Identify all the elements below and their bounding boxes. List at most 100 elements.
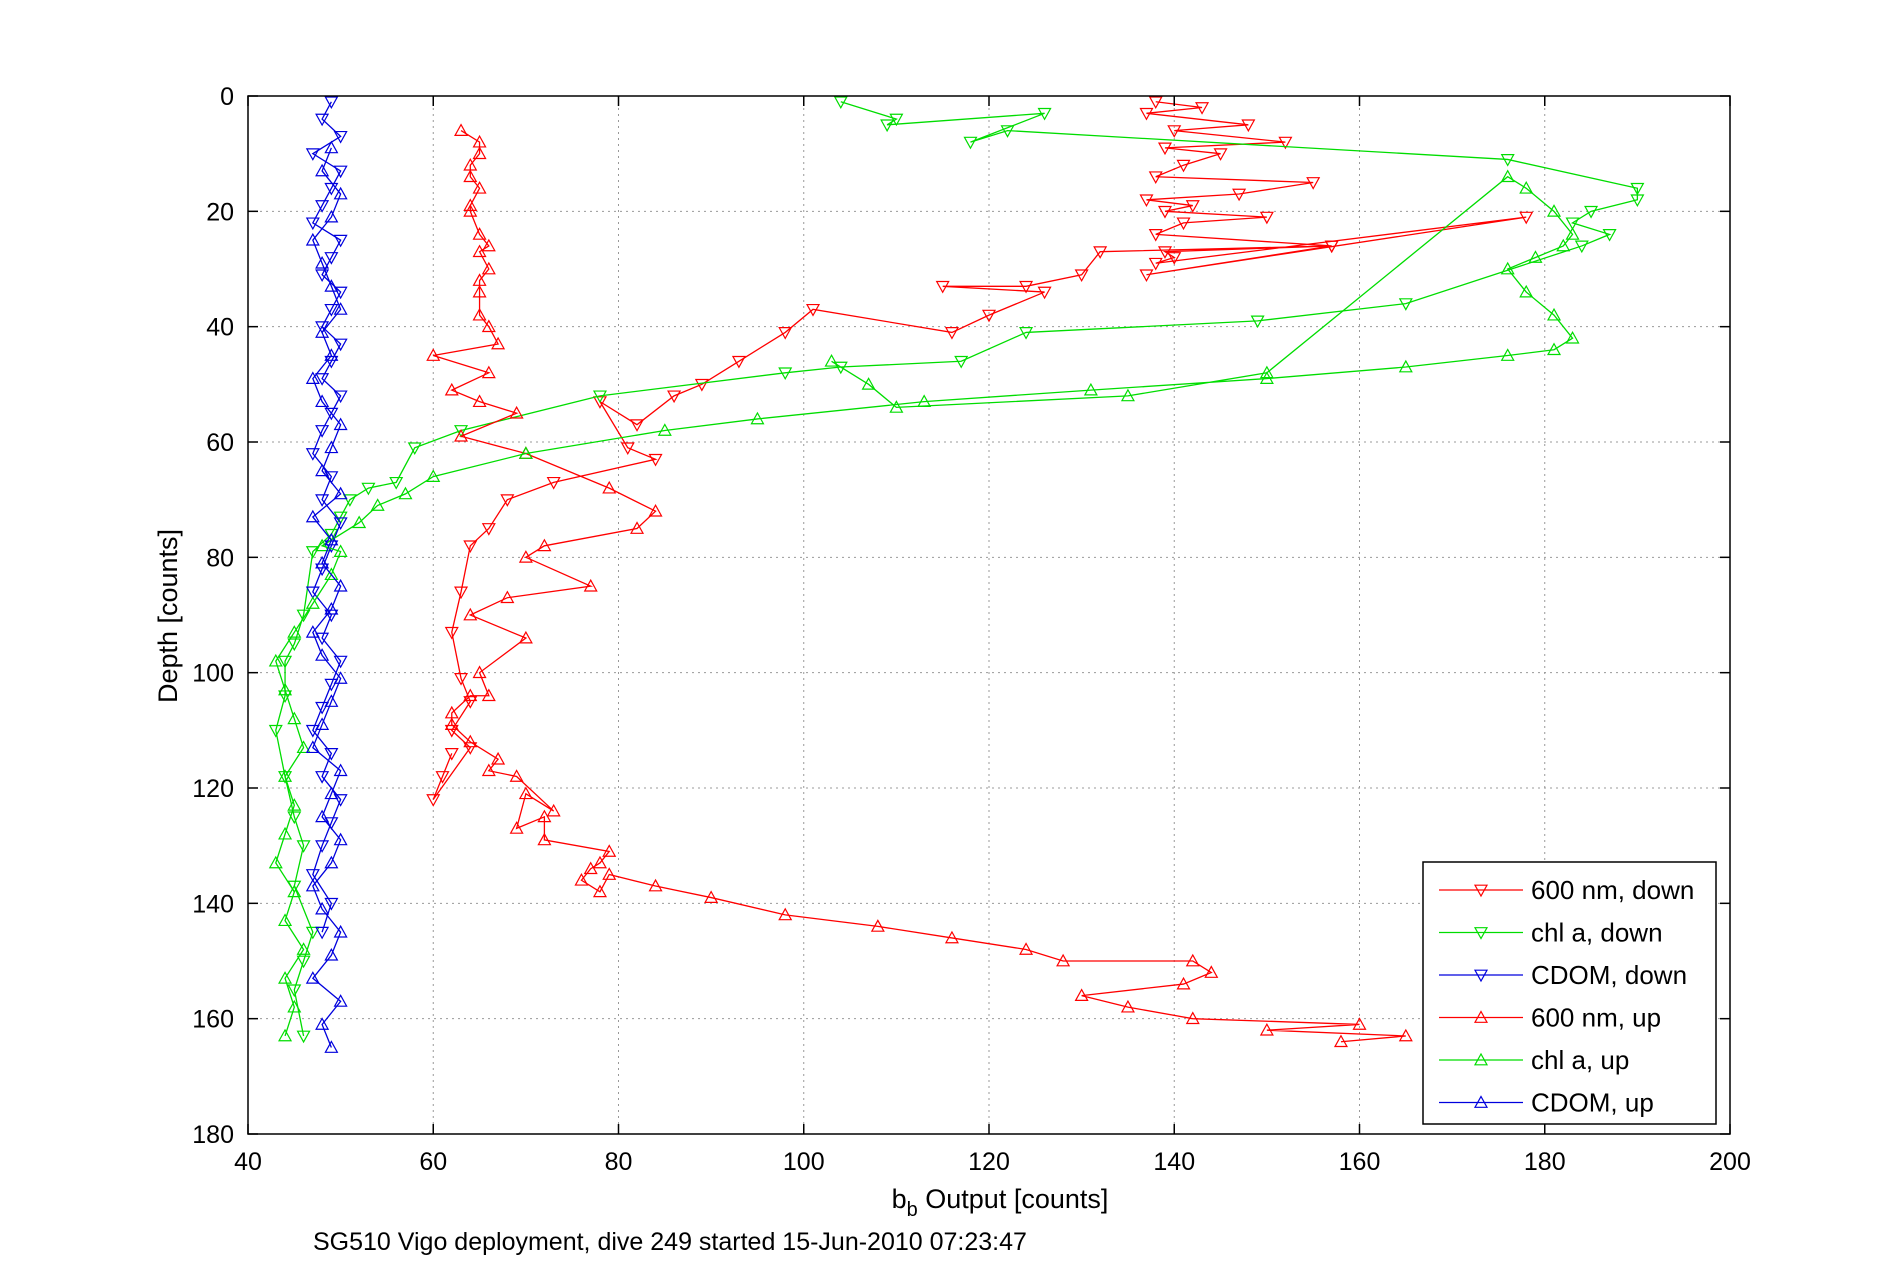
data-point-chl-a-down — [1037, 107, 1052, 121]
data-point-chl-a-up — [1556, 238, 1571, 252]
data-point-600-nm-up — [1352, 1017, 1367, 1030]
data-point-600-nm-up — [1056, 953, 1071, 967]
data-point-cdom-up — [333, 832, 348, 846]
data-point-600-nm-up — [778, 907, 793, 921]
data-point-cdom-down — [324, 897, 339, 911]
data-point-cdom-down — [324, 303, 339, 317]
data-point-cdom-down — [305, 586, 320, 600]
data-point-600-nm-down — [1139, 194, 1154, 208]
data-point-600-nm-up — [1185, 1011, 1200, 1025]
y-tick-label: 0 — [220, 83, 234, 111]
data-point-600-nm-up — [602, 480, 617, 494]
y-tick-label: 60 — [206, 429, 234, 457]
legend-item: 600 nm, up — [1439, 1003, 1661, 1033]
legend-marker — [1473, 1095, 1489, 1108]
data-point-cdom-up — [324, 348, 339, 361]
data-point-chl-a-up — [861, 377, 876, 390]
data-point-600-nm-up — [463, 198, 478, 211]
data-point-600-nm-up — [481, 365, 496, 379]
data-point-600-nm-up — [472, 665, 487, 679]
y-tick-label: 20 — [206, 198, 234, 226]
data-point-cdom-up — [315, 463, 330, 477]
data-point-600-nm-down — [667, 390, 682, 404]
data-point-chl-a-down — [296, 840, 311, 853]
data-point-chl-a-down — [305, 546, 320, 559]
data-point-600-nm-down — [1259, 211, 1274, 225]
series-line-cdom-down — [311, 101, 342, 933]
data-point-600-nm-down — [481, 523, 496, 536]
legend-label: 600 nm, down — [1531, 875, 1694, 905]
data-point-600-nm-down — [1093, 246, 1108, 259]
data-point-600-nm-up — [704, 890, 719, 903]
data-point-600-nm-up — [426, 348, 441, 361]
data-point-600-nm-down — [1157, 205, 1173, 219]
y-tick-label: 120 — [192, 775, 234, 803]
x-tick-label: 60 — [419, 1148, 447, 1176]
legend-marker — [1473, 927, 1489, 940]
data-point-chl-a-down — [287, 638, 302, 652]
data-point-600-nm-up — [1176, 976, 1191, 990]
data-point-cdom-down — [315, 321, 330, 334]
data-point-cdom-down — [315, 632, 330, 646]
data-point-chl-a-up — [268, 653, 283, 667]
series-cdom-up — [305, 140, 348, 1053]
data-point-600-nm-up — [1333, 1034, 1348, 1048]
data-point-chl-a-up — [296, 942, 311, 955]
data-point-cdom-up — [324, 694, 339, 707]
data-point-600-nm-down — [1306, 177, 1321, 190]
data-point-cdom-down — [324, 471, 339, 484]
data-point-cdom-down — [315, 494, 330, 507]
x-tick-label: 100 — [783, 1148, 825, 1176]
data-point-cdom-down — [305, 724, 320, 738]
data-point-600-nm-down — [1185, 200, 1200, 213]
data-point-600-nm-up — [546, 803, 561, 817]
data-point-600-nm-up — [481, 238, 496, 252]
data-point-cdom-down — [315, 113, 330, 127]
data-point-cdom-up — [315, 901, 330, 915]
x-axis-label: bb Output [counts] — [892, 1184, 1109, 1221]
data-point-cdom-down — [333, 517, 348, 530]
data-point-cdom-up — [333, 763, 348, 777]
x-tick-label: 120 — [968, 1148, 1010, 1176]
data-point-cdom-down — [315, 269, 330, 283]
data-point-600-nm-down — [1278, 136, 1293, 150]
data-point-chl-a-down — [1398, 298, 1413, 311]
data-point-600-nm-up — [518, 786, 533, 800]
data-point-chl-a-up — [370, 498, 385, 511]
data-point-600-nm-down — [1139, 107, 1154, 121]
data-point-600-nm-down — [1324, 240, 1339, 254]
data-point-600-nm-up — [472, 134, 487, 148]
data-point-cdom-up — [305, 371, 320, 384]
data-point-cdom-down — [324, 817, 339, 830]
data-point-chl-a-up — [824, 354, 839, 367]
legend-item: CDOM, up — [1439, 1088, 1654, 1118]
data-point-600-nm-down — [463, 742, 478, 755]
data-point-cdom-up — [305, 509, 320, 523]
data-point-chl-a-down — [1630, 194, 1645, 208]
data-point-chl-a-down — [361, 482, 376, 496]
data-point-cdom-up — [315, 1017, 330, 1030]
data-point-600-nm-up — [1019, 942, 1034, 955]
data-point-cdom-down — [333, 390, 348, 404]
data-point-cdom-up — [324, 279, 339, 292]
data-point-600-nm-down — [444, 626, 459, 640]
data-point-600-nm-up — [574, 873, 589, 886]
data-point-cdom-up — [324, 947, 339, 961]
data-point-600-nm-down — [805, 303, 821, 317]
data-point-600-nm-up — [472, 284, 487, 298]
legend-item: CDOM, down — [1439, 960, 1687, 990]
data-point-chl-a-up — [1500, 348, 1515, 361]
data-point-600-nm-up — [481, 319, 496, 333]
data-point-cdom-down — [324, 252, 339, 265]
data-point-chl-a-up — [268, 855, 283, 869]
data-point-cdom-up — [333, 486, 348, 500]
data-point-cdom-down — [315, 771, 330, 784]
data-point-cdom-up — [324, 532, 339, 546]
y-tick-label: 160 — [192, 1006, 234, 1034]
data-point-600-nm-up — [537, 538, 552, 552]
x-tick-label: 140 — [1153, 1148, 1195, 1176]
data-point-600-nm-down — [1176, 217, 1191, 231]
data-point-600-nm-up — [463, 607, 478, 621]
data-point-chl-a-up — [287, 711, 302, 725]
data-point-600-nm-up — [537, 832, 552, 846]
